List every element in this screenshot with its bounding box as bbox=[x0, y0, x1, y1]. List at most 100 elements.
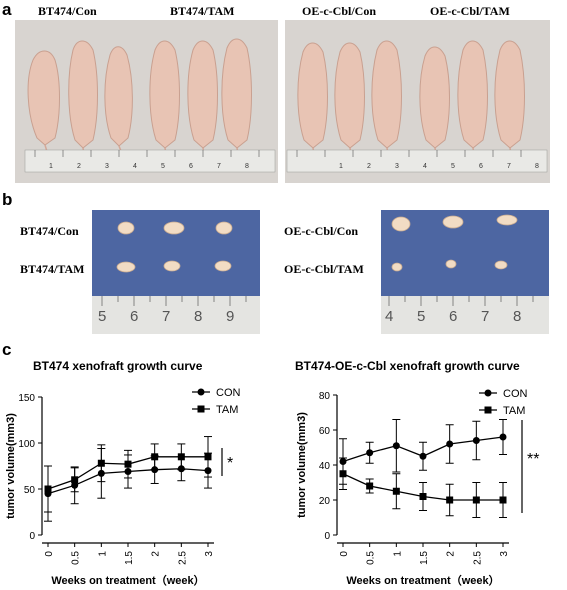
x-tick-label: 0 bbox=[44, 551, 55, 557]
mice-photo-oe-c-cbl: 1 2 3 4 5 6 7 8 bbox=[285, 20, 550, 183]
x-tick-label: 2.5 bbox=[472, 551, 483, 565]
ruler-number: 8 bbox=[194, 308, 203, 325]
y-tick-label: 100 bbox=[18, 439, 35, 450]
data-point-tam bbox=[419, 493, 427, 500]
mice-photo-bt474: 1 2 3 4 5 6 7 8 bbox=[15, 20, 278, 183]
x-tick-label: 2 bbox=[151, 551, 162, 557]
significance-marker: ** bbox=[527, 451, 539, 468]
x-tick-label: 3 bbox=[204, 551, 215, 557]
mice-illustration: 1 2 3 4 5 6 7 8 bbox=[15, 20, 278, 183]
label-oe-c-cbl-tam: OE-c-Cbl/TAM bbox=[430, 4, 510, 18]
y-tick-label: 50 bbox=[24, 485, 36, 496]
legend-marker bbox=[197, 405, 205, 413]
label-b-bt474-con: BT474/Con bbox=[20, 224, 79, 238]
data-point-tam bbox=[177, 453, 185, 461]
x-tick-label: 0.5 bbox=[71, 551, 82, 565]
label-bt474-con: BT474/Con bbox=[38, 4, 97, 18]
panel-a-letter: a bbox=[2, 0, 12, 19]
significance-marker: * bbox=[227, 455, 233, 472]
svg-text:2: 2 bbox=[77, 163, 81, 170]
data-point-con bbox=[499, 433, 507, 441]
ruler-ticks bbox=[101, 296, 247, 306]
y-tick-label: 20 bbox=[319, 496, 331, 507]
label-b-oe-c-cbl-tam: OE-c-Cbl/TAM bbox=[284, 262, 364, 276]
ruler-ticks bbox=[388, 296, 534, 306]
data-point-tam bbox=[339, 470, 347, 478]
y-tick-label: 0 bbox=[29, 531, 35, 542]
chart-title: BT474-OE-c-Cbl xenofraft growth curve bbox=[295, 359, 520, 373]
data-point-tam bbox=[124, 460, 132, 468]
data-point-tam bbox=[499, 496, 507, 504]
x-tick-label: 2 bbox=[446, 551, 457, 557]
y-tick-label: 40 bbox=[319, 461, 331, 472]
ruler-number: 8 bbox=[513, 308, 522, 325]
data-point-tam bbox=[97, 459, 105, 467]
svg-text:4: 4 bbox=[423, 163, 427, 170]
tumor-illustration bbox=[381, 210, 549, 334]
ruler-number: 7 bbox=[162, 308, 171, 325]
svg-text:8: 8 bbox=[535, 163, 539, 170]
x-tick-label: 0 bbox=[339, 551, 350, 557]
svg-text:3: 3 bbox=[105, 163, 109, 170]
x-tick-label: 2.5 bbox=[177, 551, 188, 565]
svg-text:6: 6 bbox=[479, 163, 483, 170]
data-point-con bbox=[366, 449, 374, 457]
ruler-number: 7 bbox=[481, 308, 490, 325]
svg-text:4: 4 bbox=[133, 163, 137, 170]
data-point-con bbox=[446, 440, 454, 448]
svg-text:8: 8 bbox=[245, 163, 249, 170]
growth-chart-bt474-oe-c-cbl: BT474-OE-c-Cbl xenofraft growth curve020… bbox=[295, 359, 539, 587]
y-tick-label: 0 bbox=[324, 531, 330, 542]
legend-label: CON bbox=[503, 388, 528, 400]
ruler-number: 5 bbox=[98, 308, 107, 325]
ruler-number: 6 bbox=[449, 308, 458, 325]
legend-marker bbox=[484, 389, 492, 397]
x-tick-label: 0.5 bbox=[366, 551, 377, 565]
tumor-illustration bbox=[92, 210, 260, 334]
x-axis-label: Weeks on treatment（week） bbox=[346, 574, 499, 587]
panel-c-letter: c bbox=[2, 340, 12, 359]
ruler-number: 9 bbox=[226, 308, 235, 325]
y-axis-label: tumor volume(mm3) bbox=[5, 413, 17, 519]
svg-text:6: 6 bbox=[189, 163, 193, 170]
legend-label: TAM bbox=[216, 404, 238, 416]
svg-text:7: 7 bbox=[507, 163, 511, 170]
data-point-tam bbox=[44, 485, 52, 493]
ruler-number: 5 bbox=[417, 308, 426, 325]
svg-text:5: 5 bbox=[161, 163, 165, 170]
x-tick-label: 1.5 bbox=[124, 551, 135, 565]
mice-illustration: 1 2 3 4 5 6 7 8 bbox=[285, 20, 550, 183]
data-point-con bbox=[419, 452, 427, 460]
data-point-tam bbox=[204, 453, 212, 461]
y-tick-label: 80 bbox=[319, 391, 331, 402]
svg-text:1: 1 bbox=[339, 163, 343, 170]
chart-title: BT474 xenofraft growth curve bbox=[33, 359, 203, 373]
svg-text:2: 2 bbox=[367, 163, 371, 170]
x-tick-label: 3 bbox=[499, 551, 510, 557]
data-point-tam bbox=[366, 482, 374, 490]
y-axis-label: tumor volume(mm3) bbox=[296, 412, 308, 518]
svg-text:5: 5 bbox=[451, 163, 455, 170]
legend-label: CON bbox=[216, 387, 241, 399]
tumor-photo-oe-c-cbl: 4 5 6 7 8 bbox=[381, 210, 549, 334]
panel-b-letter: b bbox=[2, 190, 13, 209]
data-point-tam bbox=[151, 453, 159, 461]
ruler-number: 6 bbox=[130, 308, 139, 325]
growth-chart-bt474: BT474 xenofraft growth curve 0 50 100 150 0 0.… bbox=[5, 359, 241, 587]
data-point-con bbox=[472, 437, 480, 444]
data-point-con bbox=[392, 442, 400, 450]
legend-marker bbox=[484, 406, 492, 414]
tumor-photo-bt474: 5 6 7 8 9 bbox=[92, 210, 260, 334]
x-axis-label: Weeks on treatment（week） bbox=[51, 574, 204, 587]
svg-text:3: 3 bbox=[395, 163, 399, 170]
legend-label: TAM bbox=[503, 405, 525, 417]
svg-text:1: 1 bbox=[49, 163, 53, 170]
data-point-tam bbox=[446, 496, 454, 504]
svg-text:7: 7 bbox=[217, 163, 221, 170]
label-b-bt474-tam: BT474/TAM bbox=[20, 262, 85, 276]
legend-marker bbox=[197, 388, 205, 396]
x-tick-label: 1 bbox=[392, 551, 403, 557]
x-tick-label: 1 bbox=[97, 551, 108, 557]
label-bt474-tam: BT474/TAM bbox=[170, 4, 235, 18]
